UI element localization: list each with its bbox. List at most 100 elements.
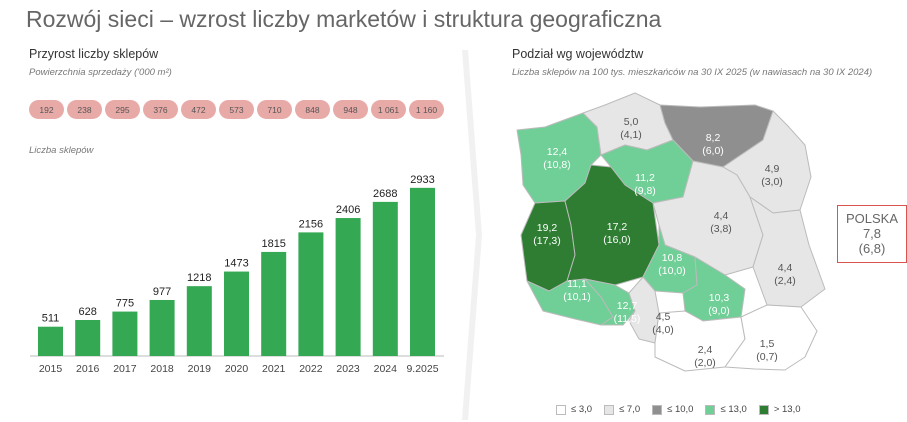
x-tick-label: 2024: [374, 363, 398, 375]
region-prev-label: (6,0): [702, 145, 724, 157]
area-value-text: 1 160: [415, 104, 438, 115]
area-value-text: 710: [267, 104, 282, 115]
x-tick-label: 2015: [39, 363, 63, 375]
map-legend: ≤ 3,0 ≤ 7,0 ≤ 10,0 ≤ 13,0 > 13,0: [556, 404, 801, 415]
area-value-pill: 1 160: [409, 100, 444, 119]
polska-label: POLSKA: [845, 211, 899, 226]
store-count-bar-chart: 511 2015 628 2016 775 2017 977 2018 1218 2019 1473…: [30, 174, 444, 375]
region-value-label: 19,2: [537, 222, 558, 234]
legend-label: ≤ 10,0: [667, 404, 694, 415]
area-value-text: 1 061: [377, 104, 400, 115]
bar-2024: [372, 201, 398, 356]
bar-2015: [38, 326, 63, 356]
legend-label: > 13,0: [773, 404, 801, 415]
legend-item: ≤ 13,0: [705, 404, 747, 415]
section-separator-arrow: [462, 50, 482, 420]
bar-value-label: 1473: [224, 258, 248, 270]
bar-value-label: 977: [153, 286, 171, 298]
area-value-pill: 1 061: [371, 100, 406, 119]
x-tick-label: 2020: [225, 363, 249, 375]
region-prev-label: (2,0): [694, 357, 716, 369]
region-value-label: 11,2: [635, 172, 655, 184]
region-opolskie: [584, 278, 636, 326]
bar-value-label: 1218: [187, 272, 211, 284]
bar-2017: [112, 311, 138, 356]
region-value-label: 12,7: [617, 300, 638, 312]
area-value-text: 848: [305, 104, 320, 115]
area-value-pill: 238: [67, 100, 102, 119]
bar-value-label: 2933: [410, 174, 434, 186]
bar-2018: [149, 299, 175, 356]
x-tick-label: 2018: [150, 363, 174, 375]
polska-average-box: POLSKA 7,8 (6,8): [837, 205, 907, 263]
region-value-label: 4,4: [714, 210, 729, 222]
legend-label: ≤ 13,0: [720, 404, 747, 415]
poland-voivodeship-map: 12,4(10,8)5,0(4,1) 8,2(6,0)4,9(3,0)11,2(9…: [516, 92, 826, 372]
region-prev-label: (4,0): [652, 324, 674, 336]
region-value-label: 1,5: [760, 338, 775, 350]
area-value-pill: 192: [29, 100, 64, 119]
bar-section-title: Przyrost liczby sklepów: [29, 47, 159, 61]
region-prev-label: (3,8): [710, 223, 732, 235]
region-value-label: 8,2: [706, 132, 721, 144]
region-value-label: 12,4: [547, 146, 568, 158]
region-prev-label: (16,0): [603, 234, 630, 246]
bar-value-label: 775: [116, 298, 134, 310]
store-count-label: Liczba sklepów: [29, 145, 94, 156]
region-value-label: 10,3: [709, 292, 730, 304]
legend-swatch: [705, 404, 716, 415]
region-value-label: 17,2: [607, 221, 628, 233]
area-values-row: 192 238 295 376 472 573 710 848 948 1 061 1 160: [29, 100, 444, 119]
polska-value: 7,8: [862, 226, 882, 241]
region-prev-label: (10,8): [543, 159, 570, 171]
bar-2022: [298, 232, 324, 356]
area-subtitle: Powierzchnia sprzedaży ('000 m²): [29, 67, 172, 78]
x-tick-label: 2017: [113, 363, 137, 375]
legend-item: ≤ 7,0: [604, 404, 640, 415]
legend-item: > 13,0: [758, 404, 801, 415]
map-section-title: Podział wg województw: [512, 47, 644, 61]
region-value-label: 5,0: [624, 116, 639, 128]
area-value-text: 192: [39, 104, 54, 115]
legend-label: ≤ 3,0: [571, 404, 593, 415]
region-prev-label: (10,0): [658, 265, 685, 277]
region-value-label: 4,4: [778, 262, 793, 274]
area-value-pill: 848: [295, 100, 330, 119]
legend-item: ≤ 10,0: [652, 404, 693, 415]
bar-2023: [335, 218, 361, 356]
area-value-pill: 573: [219, 100, 254, 119]
area-value-text: 376: [153, 104, 168, 115]
region-prev-label: (4,1): [620, 129, 642, 141]
region-prev-label: (0,7): [756, 351, 778, 363]
bar-value-label: 2406: [336, 204, 360, 216]
area-value-pill: 295: [105, 100, 140, 119]
area-value-pill: 710: [257, 100, 292, 119]
bar-2016: [75, 319, 101, 356]
region-value-label: 10,8: [662, 252, 683, 264]
area-value-text: 472: [191, 104, 206, 115]
region-value-label: 4,9: [765, 163, 780, 175]
bar-2021: [261, 251, 287, 356]
x-tick-label: 2023: [336, 363, 360, 375]
legend-item: ≤ 3,0: [556, 404, 592, 415]
x-tick-label: 9.2025: [406, 363, 438, 375]
bar-2019: [186, 286, 212, 356]
legend-swatch: [604, 404, 615, 415]
region-prev-label: (9,0): [708, 305, 730, 317]
polska-prev-value: (6,8): [858, 241, 886, 256]
area-value-pill: 376: [143, 100, 178, 119]
region-prev-label: (11,5): [614, 313, 641, 325]
bar-value-label: 2688: [373, 188, 397, 200]
region-prev-label: (9,8): [634, 185, 656, 197]
region-value-label: 4,5: [656, 311, 671, 323]
map-subtitle: Liczba sklepów na 100 tys. mieszkańców n…: [512, 67, 873, 78]
x-tick-label: 2016: [76, 363, 100, 375]
page-title: Rozwój sieci – wzrost liczby marketów i …: [26, 6, 662, 32]
area-value-pill: 472: [181, 100, 216, 119]
legend-label: ≤ 7,0: [619, 404, 641, 415]
region-podkarpackie: [724, 304, 818, 371]
x-tick-label: 2021: [262, 363, 286, 375]
region-prev-label: (3,0): [761, 176, 783, 188]
area-value-pill: 948: [333, 100, 368, 119]
bar-9.2025: [410, 187, 435, 356]
